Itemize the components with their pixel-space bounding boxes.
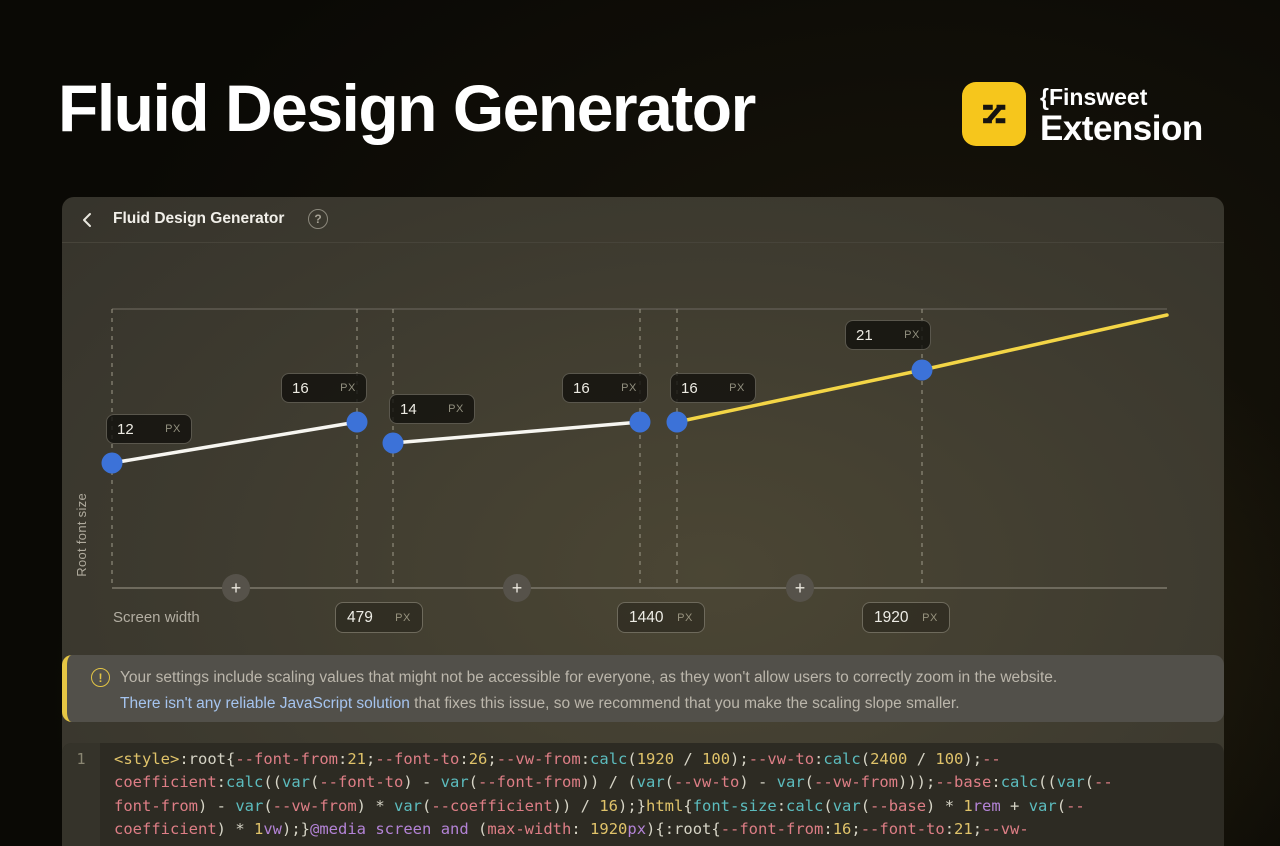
value-text: 16 bbox=[573, 379, 590, 397]
chevron-left-icon bbox=[83, 213, 91, 227]
font-size-input[interactable]: 16 PX bbox=[670, 373, 756, 403]
chart-point-handle[interactable] bbox=[911, 359, 933, 381]
unit-label: PX bbox=[448, 403, 464, 415]
generated-css-code-block[interactable]: 1 <style>:root{--font-from:21;--font-to:… bbox=[62, 743, 1224, 846]
logo-product-text: Extension bbox=[1040, 109, 1203, 148]
screen-width-input[interactable]: 479 PX bbox=[335, 602, 423, 633]
chart-canvas bbox=[101, 308, 1169, 589]
add-breakpoint-button[interactable]: + bbox=[503, 574, 531, 602]
warning-line2: that fixes this issue, so we recommend t… bbox=[409, 694, 960, 712]
font-size-input[interactable]: 14 PX bbox=[389, 394, 475, 424]
warning-line1: Your settings include scaling values tha… bbox=[120, 669, 1058, 686]
value-text: 21 bbox=[856, 326, 873, 344]
unit-label: PX bbox=[621, 382, 637, 394]
finsweet-glyph-icon bbox=[983, 104, 1006, 124]
font-size-input[interactable]: 12 PX bbox=[106, 414, 192, 444]
add-breakpoint-button[interactable]: + bbox=[222, 574, 250, 602]
font-size-input[interactable]: 21 PX bbox=[845, 320, 931, 350]
unit-label: PX bbox=[677, 611, 693, 624]
help-icon[interactable]: ? bbox=[308, 209, 328, 229]
screen-width-input[interactable]: 1920 PX bbox=[862, 602, 950, 633]
value-text: 1440 bbox=[629, 608, 664, 626]
value-text: 14 bbox=[400, 400, 417, 418]
code-line-number: 1 bbox=[62, 743, 100, 846]
font-size-input[interactable]: 16 PX bbox=[562, 373, 648, 403]
chart-point-handle[interactable] bbox=[346, 411, 368, 433]
x-axis-label: Screen width bbox=[113, 609, 200, 626]
scaling-line-segment bbox=[391, 420, 642, 445]
chart-point-handle[interactable] bbox=[382, 432, 404, 454]
value-text: 16 bbox=[292, 379, 309, 397]
fluid-design-generator-panel: Fluid Design Generator ? Root font size … bbox=[62, 197, 1224, 846]
finsweet-logo: {Finsweet Extension bbox=[962, 82, 1203, 148]
unit-label: PX bbox=[340, 382, 356, 394]
accessibility-warning-banner: ! Your settings include scaling values t… bbox=[62, 655, 1224, 722]
code-line: coefficient:calc((var(--font-to) - var(-… bbox=[114, 773, 1113, 792]
add-breakpoint-button[interactable]: + bbox=[786, 574, 814, 602]
finsweet-logo-icon bbox=[962, 82, 1026, 146]
panel-title: Fluid Design Generator bbox=[113, 210, 285, 227]
screen-width-input[interactable]: 1440 PX bbox=[617, 602, 705, 633]
value-text: 1920 bbox=[874, 608, 909, 626]
unit-label: PX bbox=[395, 611, 411, 624]
code-line: <style>:root{--font-from:21;--font-to:26… bbox=[114, 750, 1001, 768]
scaling-line-segment bbox=[110, 420, 359, 465]
value-text: 12 bbox=[117, 420, 134, 438]
warning-text: Your settings include scaling values tha… bbox=[120, 665, 1200, 716]
fluid-scaling-chart: Root font size Screen width 12 PX 16 PX 14 PX… bbox=[62, 243, 1224, 655]
chart-point-handle[interactable] bbox=[629, 411, 651, 433]
code-line: coefficient) * 1vw);}@media screen and (… bbox=[114, 820, 1029, 839]
value-text: 479 bbox=[347, 608, 373, 626]
unit-label: PX bbox=[165, 423, 181, 435]
logo-text: {Finsweet Extension bbox=[1040, 82, 1203, 148]
logo-brand-text: {Finsweet bbox=[1040, 84, 1148, 110]
warning-icon: ! bbox=[91, 668, 110, 687]
unit-label: PX bbox=[904, 329, 920, 341]
panel-header: Fluid Design Generator ? bbox=[62, 197, 1224, 243]
code-line: font-from) - var(--vw-from) * var(--coef… bbox=[114, 796, 1085, 815]
chart-point-handle[interactable] bbox=[666, 411, 688, 433]
unit-label: PX bbox=[922, 611, 938, 624]
warning-link[interactable]: There isn't any reliable JavaScript solu… bbox=[120, 694, 410, 712]
value-text: 16 bbox=[681, 379, 698, 397]
chart-point-handle[interactable] bbox=[101, 452, 123, 474]
font-size-input[interactable]: 16 PX bbox=[281, 373, 367, 403]
code-content: <style>:root{--font-from:21;--font-to:26… bbox=[114, 748, 1113, 842]
unit-label: PX bbox=[729, 382, 745, 394]
back-button[interactable] bbox=[78, 210, 98, 230]
page-title: Fluid Design Generator bbox=[58, 71, 756, 145]
